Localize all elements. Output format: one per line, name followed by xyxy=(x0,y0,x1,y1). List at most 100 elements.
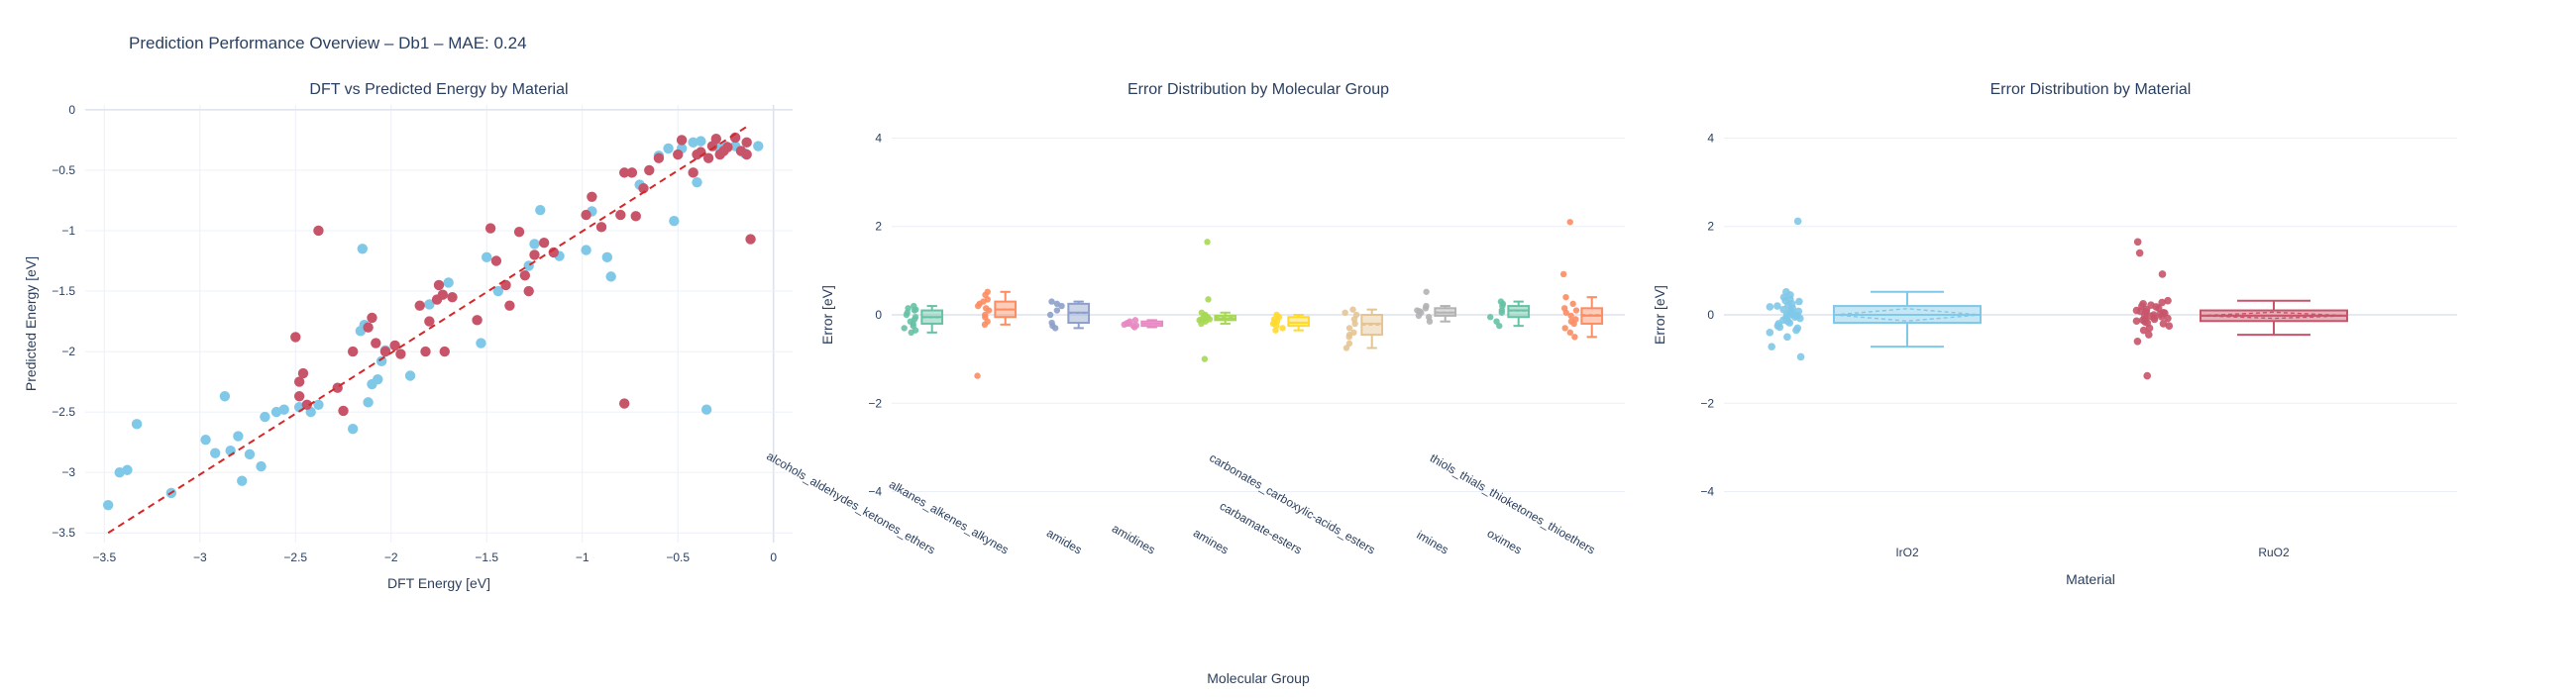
sample-point xyxy=(982,305,990,312)
data-point xyxy=(581,245,591,255)
x-tick-label: −1 xyxy=(576,550,590,564)
data-point xyxy=(696,136,706,147)
box-group xyxy=(2132,238,2348,380)
data-point xyxy=(595,222,607,233)
data-point xyxy=(290,332,301,343)
sample-point xyxy=(976,300,983,308)
box-group xyxy=(1196,239,1237,362)
data-point xyxy=(210,448,221,458)
sample-point xyxy=(2154,304,2163,313)
data-point xyxy=(278,404,289,415)
box-group xyxy=(1046,298,1091,332)
sample-point xyxy=(974,372,981,379)
sample-point xyxy=(1123,320,1129,328)
sample-point xyxy=(1206,316,1214,323)
data-point xyxy=(379,346,391,357)
sample-point xyxy=(905,305,912,312)
data-point xyxy=(260,411,270,423)
data-point xyxy=(244,449,256,460)
data-point xyxy=(293,391,305,402)
sample-point xyxy=(2146,312,2155,321)
data-point xyxy=(420,346,431,357)
data-point xyxy=(414,300,425,311)
sample-point xyxy=(1131,317,1139,324)
data-point xyxy=(347,346,359,357)
y-axis-label: Error [eV] xyxy=(819,285,835,345)
sample-point xyxy=(2132,317,2141,326)
sample-point xyxy=(1205,296,1212,303)
sample-point xyxy=(1782,313,1790,322)
sample-point xyxy=(984,288,991,295)
data-point xyxy=(357,244,369,254)
data-point xyxy=(371,338,381,349)
y-ytick-label: 4 xyxy=(875,131,882,145)
sample-point xyxy=(1201,355,1209,362)
data-point xyxy=(256,460,267,472)
sample-point xyxy=(1342,309,1348,316)
box-group xyxy=(1342,306,1384,351)
data-point xyxy=(630,211,641,222)
data-point xyxy=(373,373,383,385)
y-ytick-label: −3.5 xyxy=(52,526,75,540)
sample-point xyxy=(1571,334,1578,341)
sample-point xyxy=(1416,308,1423,315)
sample-point xyxy=(2158,298,2166,307)
sample-point xyxy=(2147,301,2155,309)
sample-point xyxy=(1562,293,1569,301)
y-ytick-label: −3 xyxy=(61,465,75,479)
sample-point xyxy=(1561,325,1568,332)
data-point xyxy=(122,464,133,475)
sample-point xyxy=(1768,343,1775,350)
sample-point xyxy=(1569,300,1576,308)
data-point xyxy=(313,399,324,411)
x-tick-label: −3 xyxy=(193,550,207,564)
x-axis-label: Molecular Group xyxy=(1207,670,1310,686)
sample-point xyxy=(1795,297,1803,306)
data-point xyxy=(482,251,492,263)
sample-point xyxy=(2135,249,2144,257)
data-point xyxy=(492,285,504,297)
y-ytick-label: 0 xyxy=(1707,308,1714,322)
sample-point xyxy=(1497,298,1505,305)
x-tick-label: −1.5 xyxy=(475,550,498,564)
sample-point xyxy=(2133,238,2142,247)
box-sd-diamond xyxy=(1833,308,1982,322)
data-point xyxy=(504,300,515,311)
box-group xyxy=(901,302,944,337)
box-body xyxy=(1287,316,1311,328)
sample-point xyxy=(1273,311,1280,319)
sample-point xyxy=(1793,217,1802,226)
data-point xyxy=(663,143,674,154)
chart-title: DFT vs Predicted Energy by Material xyxy=(309,81,568,98)
sample-point xyxy=(1425,314,1433,321)
x-tick-label: oximes xyxy=(1485,526,1525,556)
parity-line xyxy=(107,124,750,535)
y-ytick-label: −2 xyxy=(61,345,75,358)
data-point xyxy=(700,404,712,415)
data-point xyxy=(605,271,616,282)
data-point xyxy=(722,142,733,152)
sample-point xyxy=(2143,319,2152,327)
x-tick-label: RuO2 xyxy=(2258,546,2290,559)
sample-point xyxy=(1766,329,1774,337)
data-point xyxy=(219,391,231,402)
chart-by_group: Error Distribution by Molecular Group −4 −… xyxy=(764,81,1625,686)
sample-point xyxy=(1352,311,1360,319)
sample-point xyxy=(1781,296,1789,305)
page-title: Prediction Performance Overview – Db1 – … xyxy=(129,34,527,52)
box-group xyxy=(1121,317,1164,331)
data-point xyxy=(447,291,458,303)
data-point xyxy=(741,149,752,160)
sample-point xyxy=(1566,329,1574,337)
y-axis-label: Error [eV] xyxy=(1652,285,1667,345)
y-ytick-label: 2 xyxy=(875,220,882,234)
data-point xyxy=(439,346,450,357)
sample-point xyxy=(1796,352,1805,361)
y-ytick-label: −0.5 xyxy=(52,163,75,177)
x-tick-label: IrO2 xyxy=(1895,546,1919,559)
sample-point xyxy=(1567,318,1575,325)
sample-point xyxy=(1279,325,1286,332)
sample-point xyxy=(1567,312,1574,320)
box-group xyxy=(1414,288,1457,325)
data-point xyxy=(297,367,309,379)
